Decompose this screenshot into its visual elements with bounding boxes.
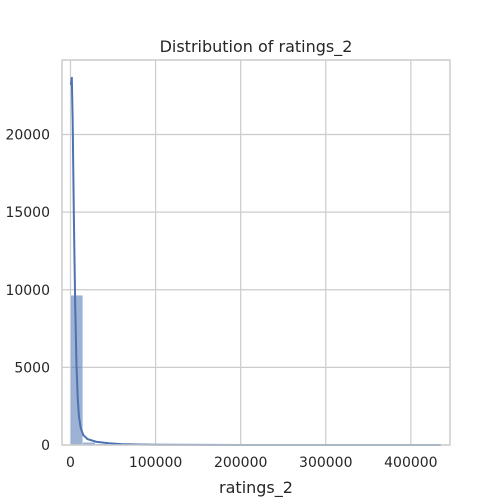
x-tick-label: 200000	[214, 455, 267, 471]
y-tick-label: 5000	[14, 360, 50, 376]
y-tick-labels: 0 5000 10000 15000 20000	[5, 128, 50, 454]
kde-curve-group	[71, 77, 441, 445]
y-tick-label: 10000	[5, 283, 50, 299]
plot-frame	[62, 60, 450, 445]
x-axis-label: ratings_2	[219, 478, 293, 498]
x-tick-label: 100000	[129, 455, 182, 471]
y-tick-label: 20000	[5, 128, 50, 144]
x-tick-label: 0	[66, 455, 75, 471]
x-tick-labels: 0 100000 200000 300000 400000	[66, 455, 438, 471]
y-tick-label: 15000	[5, 205, 50, 221]
chart-title: Distribution of ratings_2	[160, 37, 353, 57]
x-tick-label: 300000	[299, 455, 352, 471]
x-tick-label: 400000	[384, 455, 437, 471]
grid-lines	[62, 60, 450, 445]
y-tick-label: 0	[41, 438, 50, 454]
histogram-bars	[71, 295, 441, 445]
kde-line	[71, 77, 441, 445]
